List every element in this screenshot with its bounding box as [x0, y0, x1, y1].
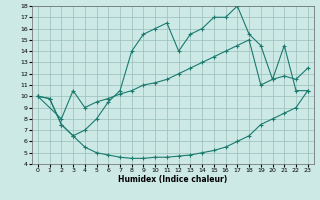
X-axis label: Humidex (Indice chaleur): Humidex (Indice chaleur) [118, 175, 228, 184]
